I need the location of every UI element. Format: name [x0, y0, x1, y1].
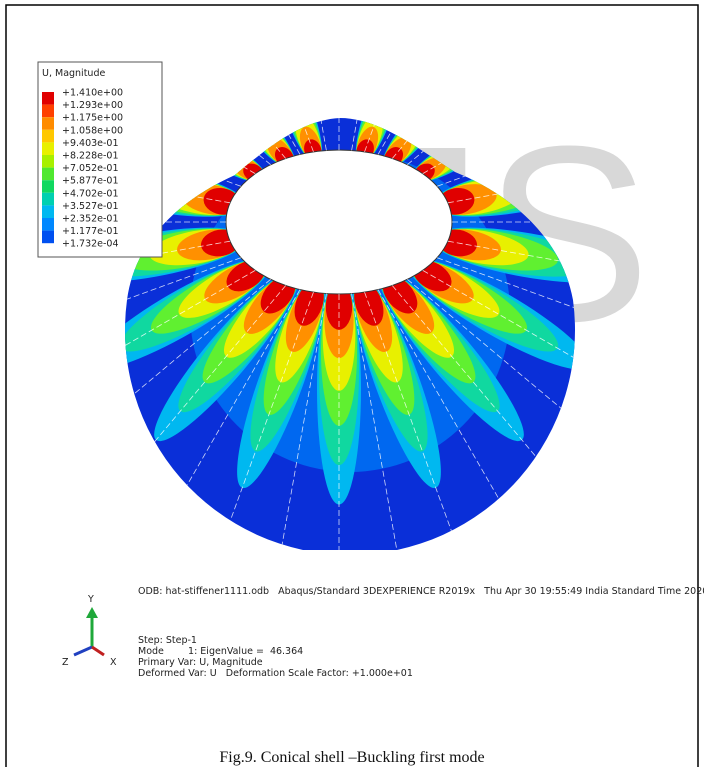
legend-swatch: [42, 142, 54, 155]
legend-value: +1.177e-01: [62, 226, 119, 237]
legend-value: +8.228e-01: [62, 151, 119, 162]
odb-line: ODB: hat-stiffener1111.odb Abaqus/Standa…: [138, 586, 704, 597]
legend-swatch: [42, 231, 54, 244]
mode-line: Mode 1: EigenValue = 46.364: [138, 646, 303, 657]
x-label: X: [110, 657, 117, 668]
shell-opening: [226, 150, 452, 294]
legend-value: +1.732e-04: [62, 239, 119, 250]
legend-value: +3.527e-01: [62, 201, 119, 212]
legend-swatch: [42, 130, 54, 143]
legend-swatch: [42, 92, 54, 105]
legend-title: U, Magnitude: [42, 68, 105, 79]
legend-value: +1.058e+00: [62, 125, 123, 136]
legend-value: +5.877e-01: [62, 176, 119, 187]
legend-swatch: [42, 205, 54, 218]
z-label: Z: [62, 657, 69, 668]
y-label: Y: [87, 594, 94, 605]
deformed-var: Deformed Var: U Deformation Scale Factor…: [138, 668, 413, 679]
caption: Fig.9. Conical shell –Buckling first mod…: [219, 749, 484, 766]
figure: IJS U, Magnitude +1.410e+00+1.293e+00+1.…: [0, 0, 704, 767]
legend-value: +1.293e+00: [62, 100, 123, 111]
legend-value: +9.403e-01: [62, 138, 119, 149]
legend-swatch: [42, 105, 54, 118]
legend: U, Magnitude +1.410e+00+1.293e+00 +1.175e…: [38, 62, 162, 257]
primary-var: Primary Var: U, Magnitude: [138, 657, 263, 668]
legend-swatch: [42, 193, 54, 206]
legend-swatch: [42, 218, 54, 231]
legend-swatch: [42, 180, 54, 193]
step-line: Step: Step-1: [138, 635, 197, 646]
legend-swatch: [42, 155, 54, 168]
legend-value: +7.052e-01: [62, 163, 119, 174]
legend-swatch: [42, 117, 54, 130]
legend-value: +4.702e-01: [62, 188, 119, 199]
legend-value: +2.352e-01: [62, 214, 119, 225]
legend-value: +1.175e+00: [62, 113, 123, 124]
legend-swatch: [42, 168, 54, 181]
legend-value: +1.410e+00: [62, 88, 123, 99]
